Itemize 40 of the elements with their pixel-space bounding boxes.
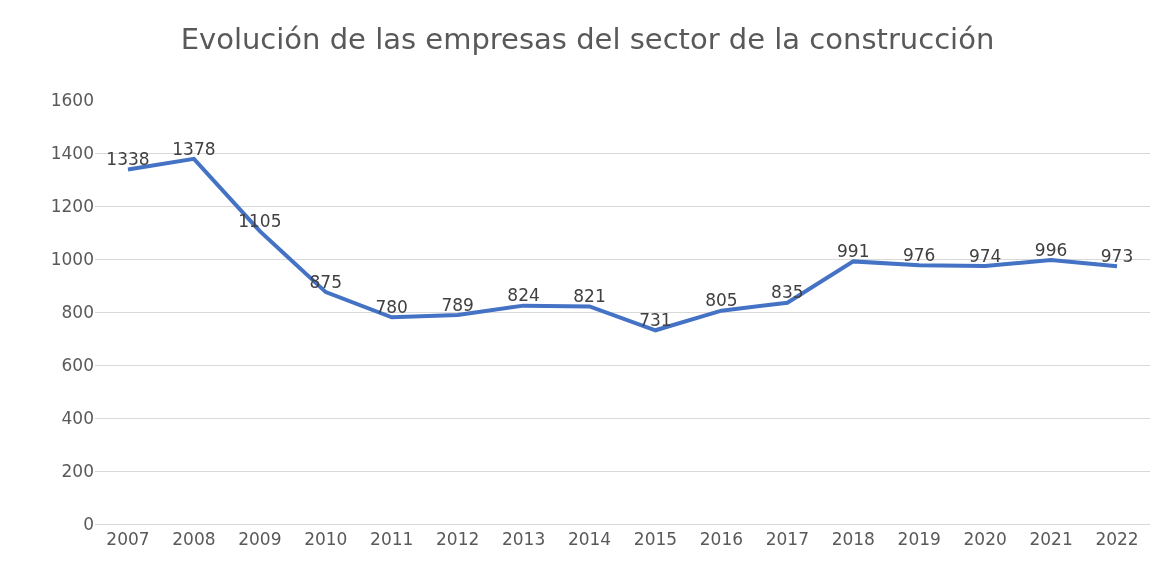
- data-label: 731: [639, 310, 672, 331]
- data-label: 1338: [106, 149, 150, 170]
- x-tick-label: 2009: [238, 529, 282, 550]
- x-tick-label: 2008: [172, 529, 216, 550]
- data-label: 789: [441, 294, 474, 315]
- x-tick-label: 2010: [304, 529, 348, 550]
- x-tick-label: 2019: [897, 529, 941, 550]
- x-tick-label: 2007: [106, 529, 150, 550]
- x-tick-label: 2022: [1095, 529, 1139, 550]
- data-label: 835: [771, 282, 804, 303]
- data-label: 974: [968, 245, 1002, 266]
- data-label: 991: [837, 241, 870, 262]
- x-tick-label: 2018: [831, 529, 875, 550]
- y-tick-label: 1000: [50, 248, 94, 269]
- y-tick-label: 1400: [50, 142, 94, 163]
- x-tick-label: 2016: [699, 529, 744, 550]
- data-label: 821: [573, 286, 606, 307]
- x-tick-label: 2021: [1029, 529, 1073, 550]
- data-label: 973: [1100, 245, 1134, 266]
- x-tick-label: 2013: [501, 529, 546, 550]
- y-tick-label: 0: [83, 513, 94, 534]
- x-tick-label: 2012: [436, 529, 480, 550]
- data-label: 805: [705, 290, 738, 311]
- data-label: 996: [1034, 239, 1068, 260]
- chart-title: Evolución de las empresas del sector de la construcción: [180, 22, 995, 57]
- y-tick-label: 600: [61, 354, 94, 375]
- y-tick-label: 1200: [50, 195, 94, 216]
- y-tick-label: 1600: [50, 89, 94, 110]
- x-tick-label: 2015: [633, 529, 678, 550]
- x-tick-label: 2014: [567, 529, 612, 550]
- y-tick-label: 200: [61, 460, 94, 481]
- x-tick-label: 2017: [765, 529, 809, 550]
- data-label: 780: [375, 297, 408, 318]
- data-label: 824: [507, 285, 540, 306]
- data-label: 1378: [172, 138, 216, 159]
- x-tick-label: 2020: [963, 529, 1007, 550]
- y-tick-label: 800: [61, 301, 94, 322]
- y-tick-label: 400: [61, 407, 94, 428]
- data-label: 976: [902, 245, 936, 266]
- x-tick-label: 2011: [370, 529, 414, 550]
